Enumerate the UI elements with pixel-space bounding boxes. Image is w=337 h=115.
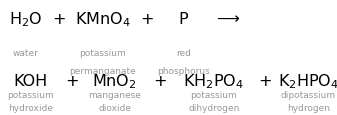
Text: hydroxide: hydroxide [8, 103, 53, 112]
Text: KH$_2$PO$_4$: KH$_2$PO$_4$ [183, 71, 245, 90]
Text: +: + [258, 73, 271, 88]
Text: dipotassium: dipotassium [281, 90, 336, 99]
Text: hydrogen: hydrogen [287, 103, 330, 112]
Text: P: P [179, 12, 188, 27]
Text: red: red [176, 48, 191, 57]
Text: dioxide: dioxide [98, 103, 131, 112]
Text: KMnO$_4$: KMnO$_4$ [75, 10, 131, 29]
Text: KOH: KOH [13, 73, 48, 88]
Text: permanganate: permanganate [69, 67, 136, 76]
Text: +: + [153, 73, 167, 88]
Text: phosphorus: phosphorus [157, 67, 210, 76]
Text: K$_2$HPO$_4$: K$_2$HPO$_4$ [278, 71, 337, 90]
Text: water: water [12, 48, 38, 57]
Text: H$_2$O: H$_2$O [8, 10, 42, 29]
Text: potassium: potassium [7, 90, 54, 99]
Text: potassium: potassium [80, 48, 126, 57]
Text: +: + [52, 12, 66, 27]
Text: +: + [66, 73, 79, 88]
Text: potassium: potassium [191, 90, 237, 99]
Text: manganese: manganese [88, 90, 141, 99]
Text: +: + [140, 12, 153, 27]
Text: ⟶: ⟶ [216, 12, 239, 27]
Text: MnO$_2$: MnO$_2$ [92, 71, 137, 90]
Text: dihydrogen: dihydrogen [188, 103, 240, 112]
